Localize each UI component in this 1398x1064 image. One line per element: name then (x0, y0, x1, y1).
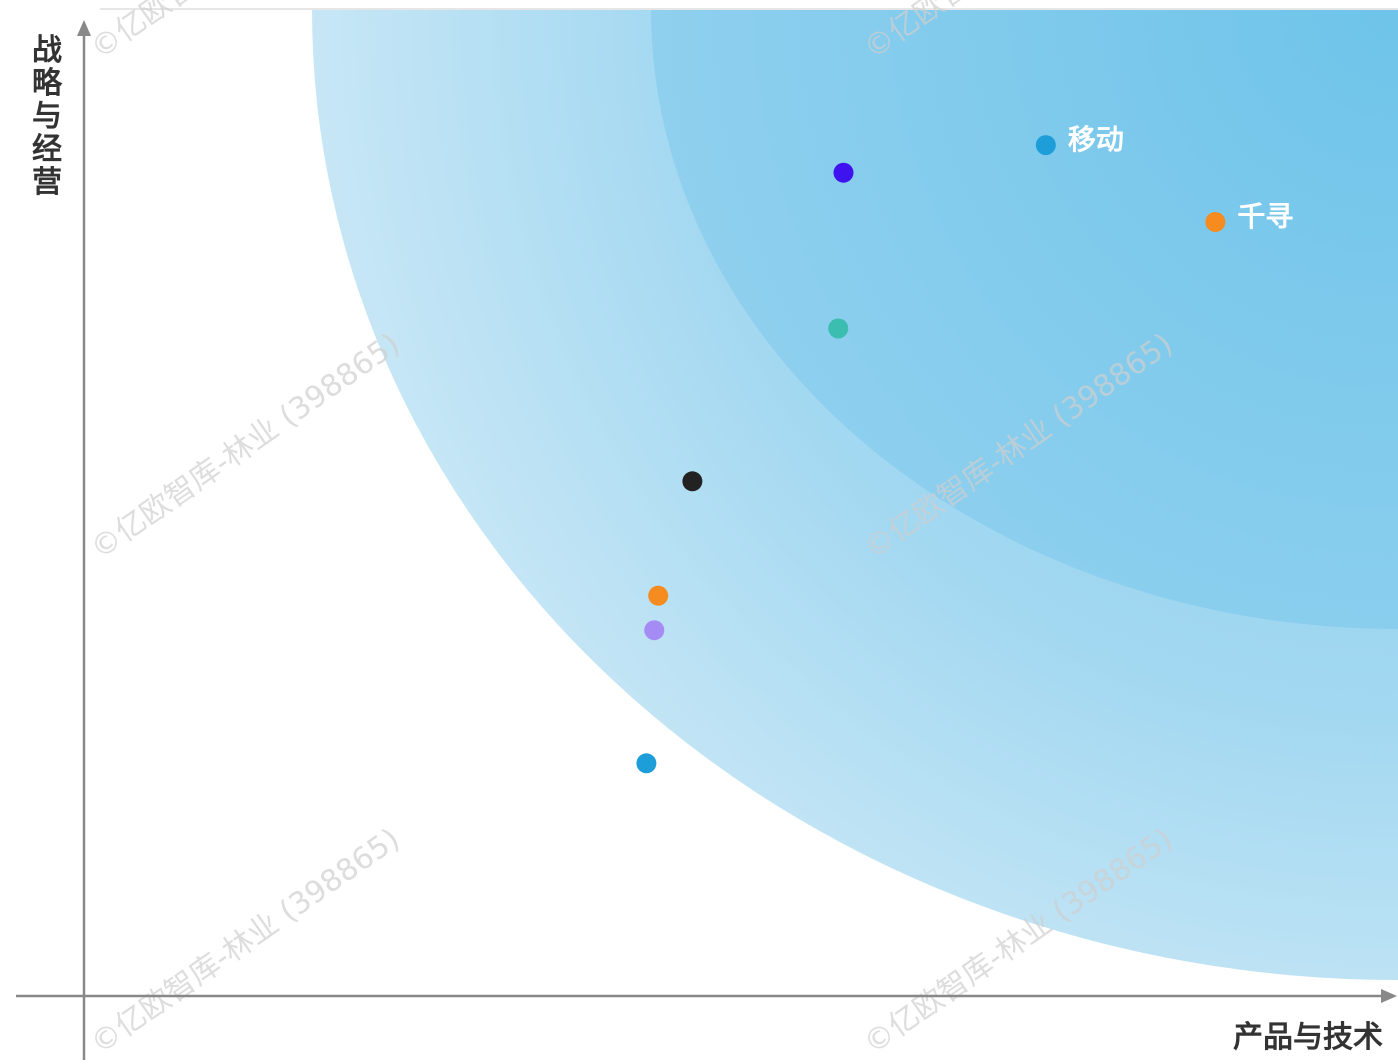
watermark-text: ©亿欧智库-林业 (398865) (85, 327, 407, 567)
data-point-5 (682, 471, 703, 492)
watermark-text: ©亿欧智库-林业 (398865) (85, 822, 407, 1062)
y-axis-arrow (77, 20, 91, 36)
data-point-4 (828, 318, 849, 339)
data-point-7 (644, 620, 665, 641)
x-axis-arrow (1381, 989, 1397, 1003)
y-axis-label: 战略与经营 (32, 33, 63, 200)
data-point-8 (636, 753, 657, 774)
data-point-2 (1205, 211, 1226, 232)
x-axis-label: 产品与技术 (1233, 1020, 1383, 1055)
data-point-1 (1035, 135, 1056, 156)
data-label-2: 千寻 (1237, 200, 1293, 233)
data-label-1: 移动 (1068, 123, 1124, 156)
data-point-6 (648, 585, 669, 606)
data-point-3 (833, 162, 854, 183)
